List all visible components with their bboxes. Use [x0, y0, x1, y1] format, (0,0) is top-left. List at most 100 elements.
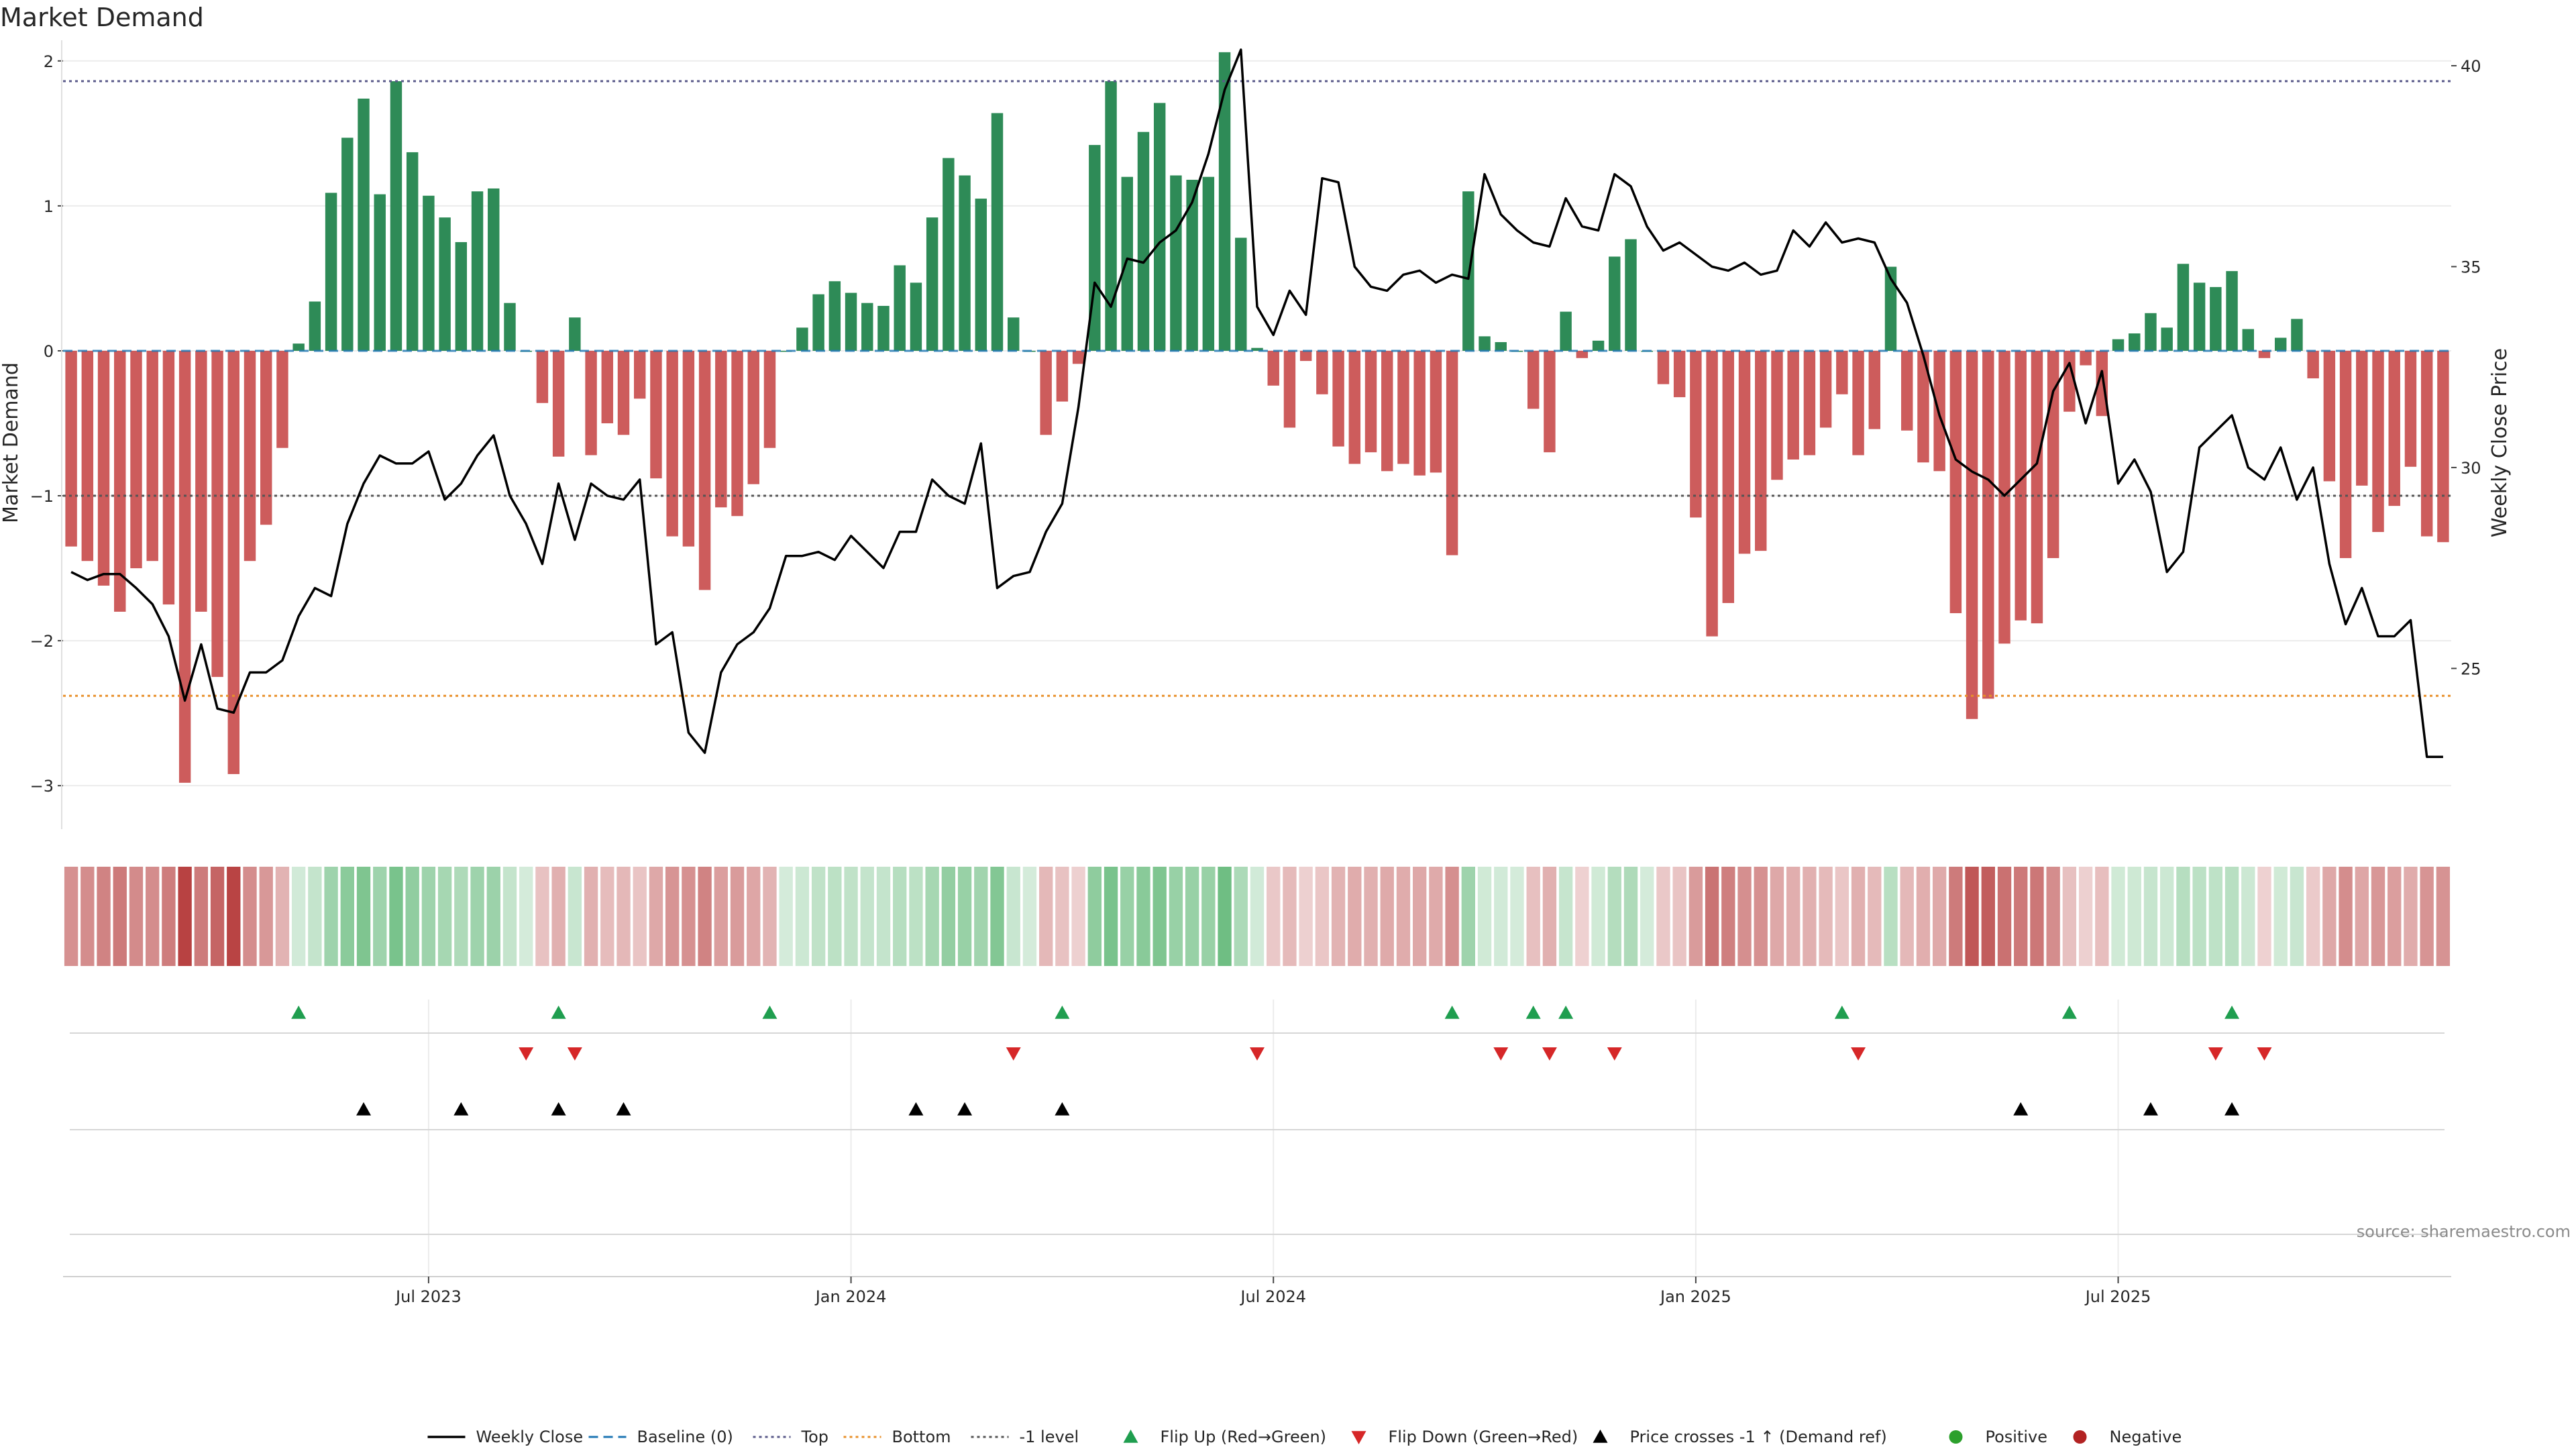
heat-cell — [502, 867, 517, 966]
heat-cell — [779, 867, 793, 966]
demand-bar — [423, 195, 435, 351]
heat-cell — [925, 867, 939, 966]
heat-cell — [714, 867, 728, 966]
heat-cell — [2014, 867, 2028, 966]
demand-heat-strip — [64, 867, 2451, 966]
demand-bar — [1348, 350, 1361, 464]
demand-bar — [146, 350, 158, 561]
signal-markers — [291, 1006, 2272, 1116]
demand-bar — [1170, 175, 1182, 351]
price-cross-marker — [2013, 1102, 2029, 1116]
demand-bar — [1008, 317, 1020, 351]
demand-bar — [1884, 266, 1897, 351]
demand-bar — [178, 350, 191, 783]
demand-bar — [2437, 350, 2449, 543]
heat-cell — [2290, 867, 2304, 966]
heat-cell — [470, 867, 484, 966]
demand-bar — [1819, 350, 1832, 428]
price-cross-marker — [551, 1102, 566, 1116]
heat-cell — [600, 867, 614, 966]
demand-bar — [2226, 271, 2238, 351]
demand-bar — [2339, 350, 2352, 558]
demand-bar — [666, 350, 678, 537]
heat-cell — [2192, 867, 2206, 966]
y-tick-label-right: 30 — [2461, 459, 2481, 478]
demand-bar — [1430, 350, 1442, 473]
demand-bar — [1609, 256, 1621, 351]
weekly-close-line — [70, 48, 2443, 758]
demand-bar — [2388, 350, 2400, 506]
demand-bar — [2177, 264, 2190, 351]
demand-bar — [488, 188, 500, 351]
heat-cell — [1445, 867, 1459, 966]
heat-cell — [1315, 867, 1330, 966]
demand-bar — [1673, 350, 1686, 398]
heat-cell — [1006, 867, 1020, 966]
heat-cell — [1071, 867, 1085, 966]
heat-cell — [308, 867, 322, 966]
demand-bar — [1381, 350, 1393, 472]
demand-bar — [861, 303, 873, 351]
price-cross-marker — [356, 1102, 372, 1116]
demand-bar — [1495, 341, 1507, 351]
demand-bar — [747, 350, 759, 484]
y-tick-label-left: 2 — [44, 52, 54, 71]
demand-bar — [276, 350, 288, 448]
heat-cell — [2339, 867, 2353, 966]
demand-bar — [2031, 350, 2043, 624]
heat-cell — [2404, 867, 2418, 966]
demand-bar — [1332, 350, 1344, 447]
legend-label: -1 level — [1020, 1428, 1079, 1446]
y-axis-label-left: Market Demand — [0, 362, 23, 523]
demand-bar — [2323, 350, 2336, 482]
demand-bar — [1917, 350, 1929, 463]
heat-cell — [194, 867, 209, 966]
heat-cell — [1591, 867, 1605, 966]
demand-bar — [585, 350, 597, 455]
legend-item: Top — [753, 1428, 828, 1446]
legend-swatch — [2073, 1430, 2087, 1444]
demand-bar — [1982, 350, 1994, 699]
y-tick-label-left: 0 — [44, 342, 54, 361]
demand-bar — [227, 350, 240, 774]
heat-cell — [1965, 867, 1979, 966]
heat-cell — [2306, 867, 2320, 966]
legend-label: Positive — [1986, 1428, 2048, 1446]
demand-bar — [650, 350, 662, 479]
heat-cell — [1169, 867, 1183, 966]
heat-cell — [649, 867, 663, 966]
demand-bar — [1576, 350, 1589, 358]
flip-down-marker — [2208, 1047, 2223, 1061]
demand-bar — [698, 350, 711, 590]
y-tick-label-left: 1 — [44, 197, 54, 216]
demand-bar — [260, 350, 272, 525]
heat-cell — [1348, 867, 1362, 966]
heat-cell — [990, 867, 1004, 966]
demand-bar — [894, 265, 906, 351]
demand-bar — [1527, 350, 1540, 409]
flip-down-marker — [1607, 1047, 1622, 1061]
heat-cell — [2127, 867, 2141, 966]
heat-cell — [275, 867, 290, 966]
demand-bar — [1040, 350, 1052, 435]
y-tick-label-left: −1 — [30, 487, 54, 506]
demand-bar — [1105, 81, 1117, 351]
demand-bar — [1267, 350, 1279, 386]
demand-bar — [358, 98, 370, 351]
demand-bar — [504, 303, 516, 351]
heat-cell — [2030, 867, 2044, 966]
heat-cell — [1038, 867, 1053, 966]
heat-cell — [1234, 867, 1248, 966]
flip-up-marker — [1558, 1006, 1574, 1019]
heat-cell — [2046, 867, 2060, 966]
heat-cell — [1884, 867, 1898, 966]
demand-bar — [455, 241, 468, 351]
heat-cell — [2436, 867, 2451, 966]
flip-down-marker — [1851, 1047, 1866, 1061]
demand-bar — [780, 350, 792, 352]
demand-bar — [1690, 350, 1702, 518]
demand-bar — [1137, 131, 1150, 351]
heat-cell — [1152, 867, 1167, 966]
heat-cell — [633, 867, 647, 966]
heat-cell — [876, 867, 891, 966]
